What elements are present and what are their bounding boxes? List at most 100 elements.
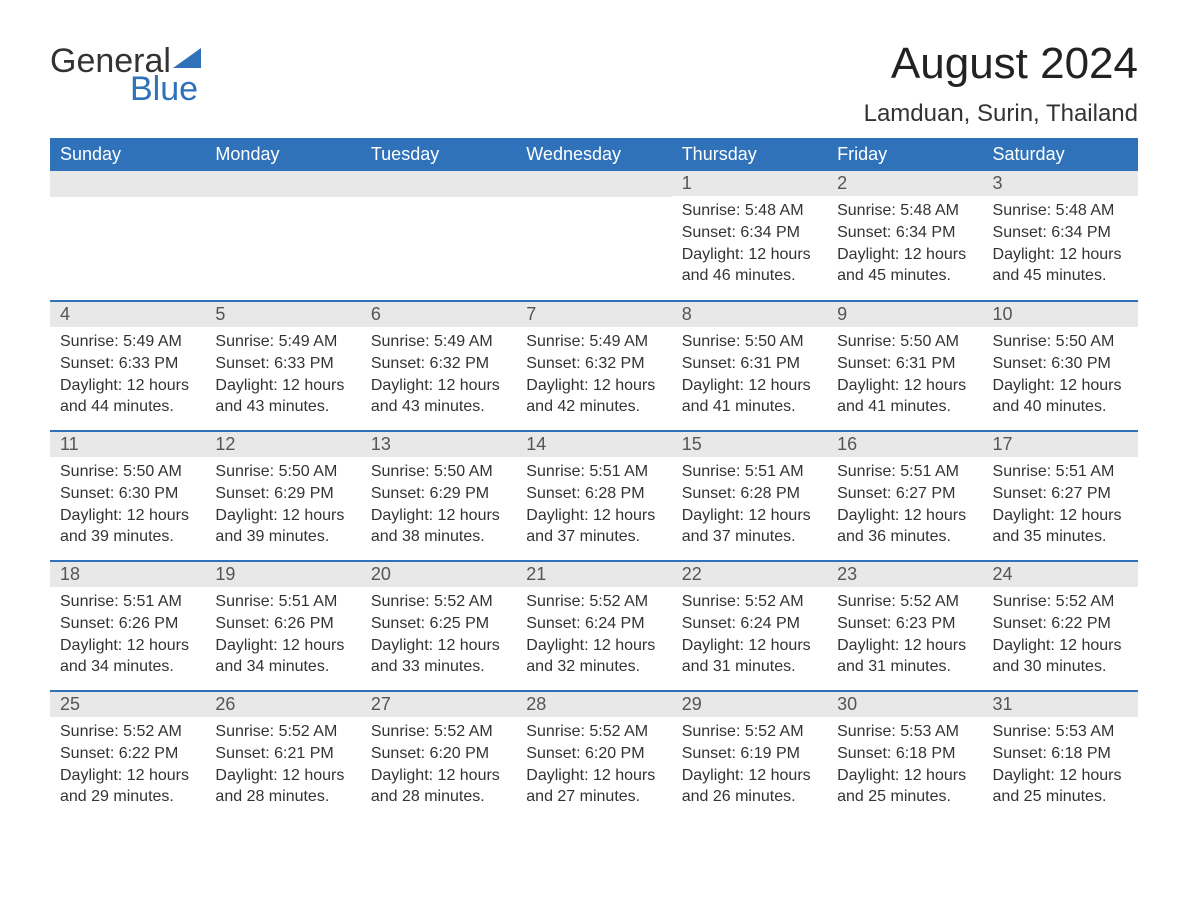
sunset-text: Sunset: 6:27 PM: [993, 483, 1128, 505]
sunrise-text: Sunrise: 5:51 AM: [215, 591, 350, 613]
sunrise-text: Sunrise: 5:48 AM: [837, 200, 972, 222]
calendar-cell: 20Sunrise: 5:52 AMSunset: 6:25 PMDayligh…: [361, 561, 516, 691]
day-body: Sunrise: 5:49 AMSunset: 6:32 PMDaylight:…: [361, 327, 516, 425]
weekday-header: Sunday: [50, 138, 205, 171]
daylight-text: Daylight: 12 hours and 28 minutes.: [215, 765, 350, 808]
sunrise-text: Sunrise: 5:50 AM: [682, 331, 817, 353]
daylight-text: Daylight: 12 hours and 36 minutes.: [837, 505, 972, 548]
day-body: Sunrise: 5:53 AMSunset: 6:18 PMDaylight:…: [983, 717, 1138, 815]
daylight-text: Daylight: 12 hours and 40 minutes.: [993, 375, 1128, 418]
day-number: 22: [672, 562, 827, 587]
sunset-text: Sunset: 6:34 PM: [993, 222, 1128, 244]
day-body: Sunrise: 5:52 AMSunset: 6:22 PMDaylight:…: [983, 587, 1138, 685]
daylight-text: Daylight: 12 hours and 26 minutes.: [682, 765, 817, 808]
sunset-text: Sunset: 6:19 PM: [682, 743, 817, 765]
daylight-text: Daylight: 12 hours and 39 minutes.: [60, 505, 195, 548]
day-body: Sunrise: 5:52 AMSunset: 6:24 PMDaylight:…: [516, 587, 671, 685]
day-number: 17: [983, 432, 1138, 457]
calendar-row: 4Sunrise: 5:49 AMSunset: 6:33 PMDaylight…: [50, 301, 1138, 431]
sunset-text: Sunset: 6:30 PM: [60, 483, 195, 505]
calendar-body: 1Sunrise: 5:48 AMSunset: 6:34 PMDaylight…: [50, 171, 1138, 815]
daylight-text: Daylight: 12 hours and 39 minutes.: [215, 505, 350, 548]
daylight-text: Daylight: 12 hours and 41 minutes.: [682, 375, 817, 418]
daylight-text: Daylight: 12 hours and 25 minutes.: [837, 765, 972, 808]
day-number: 5: [205, 302, 360, 327]
sunrise-text: Sunrise: 5:50 AM: [993, 331, 1128, 353]
sunset-text: Sunset: 6:25 PM: [371, 613, 506, 635]
sunrise-text: Sunrise: 5:53 AM: [993, 721, 1128, 743]
calendar-cell: 27Sunrise: 5:52 AMSunset: 6:20 PMDayligh…: [361, 691, 516, 815]
daylight-text: Daylight: 12 hours and 28 minutes.: [371, 765, 506, 808]
logo-triangle-icon: [173, 40, 201, 74]
day-number: 24: [983, 562, 1138, 587]
calendar-cell: 22Sunrise: 5:52 AMSunset: 6:24 PMDayligh…: [672, 561, 827, 691]
sunrise-text: Sunrise: 5:52 AM: [526, 721, 661, 743]
calendar-cell: [50, 171, 205, 301]
sunrise-text: Sunrise: 5:49 AM: [60, 331, 195, 353]
day-number: 30: [827, 692, 982, 717]
daylight-text: Daylight: 12 hours and 41 minutes.: [837, 375, 972, 418]
day-number: 2: [827, 171, 982, 196]
daylight-text: Daylight: 12 hours and 38 minutes.: [371, 505, 506, 548]
sunset-text: Sunset: 6:27 PM: [837, 483, 972, 505]
calendar-cell: 19Sunrise: 5:51 AMSunset: 6:26 PMDayligh…: [205, 561, 360, 691]
daylight-text: Daylight: 12 hours and 25 minutes.: [993, 765, 1128, 808]
day-body: Sunrise: 5:52 AMSunset: 6:21 PMDaylight:…: [205, 717, 360, 815]
day-body: Sunrise: 5:50 AMSunset: 6:29 PMDaylight:…: [361, 457, 516, 555]
calendar-cell: 1Sunrise: 5:48 AMSunset: 6:34 PMDaylight…: [672, 171, 827, 301]
daylight-text: Daylight: 12 hours and 34 minutes.: [215, 635, 350, 678]
sunrise-text: Sunrise: 5:50 AM: [60, 461, 195, 483]
location-text: Lamduan, Surin, Thailand: [864, 100, 1138, 128]
daylight-text: Daylight: 12 hours and 37 minutes.: [682, 505, 817, 548]
calendar-cell: 17Sunrise: 5:51 AMSunset: 6:27 PMDayligh…: [983, 431, 1138, 561]
day-number-empty: [50, 171, 205, 197]
day-body: Sunrise: 5:48 AMSunset: 6:34 PMDaylight:…: [672, 196, 827, 294]
month-title: August 2024: [864, 40, 1138, 88]
calendar-cell: 3Sunrise: 5:48 AMSunset: 6:34 PMDaylight…: [983, 171, 1138, 301]
sunrise-text: Sunrise: 5:51 AM: [837, 461, 972, 483]
sunset-text: Sunset: 6:33 PM: [60, 353, 195, 375]
day-body: Sunrise: 5:51 AMSunset: 6:28 PMDaylight:…: [516, 457, 671, 555]
sunrise-text: Sunrise: 5:49 AM: [215, 331, 350, 353]
sunrise-text: Sunrise: 5:51 AM: [993, 461, 1128, 483]
calendar-cell: 23Sunrise: 5:52 AMSunset: 6:23 PMDayligh…: [827, 561, 982, 691]
sunrise-text: Sunrise: 5:52 AM: [526, 591, 661, 613]
calendar-cell: 28Sunrise: 5:52 AMSunset: 6:20 PMDayligh…: [516, 691, 671, 815]
sunset-text: Sunset: 6:18 PM: [837, 743, 972, 765]
day-body: Sunrise: 5:50 AMSunset: 6:31 PMDaylight:…: [827, 327, 982, 425]
day-number: 3: [983, 171, 1138, 196]
calendar-cell: 25Sunrise: 5:52 AMSunset: 6:22 PMDayligh…: [50, 691, 205, 815]
sunset-text: Sunset: 6:33 PM: [215, 353, 350, 375]
day-body: Sunrise: 5:50 AMSunset: 6:29 PMDaylight:…: [205, 457, 360, 555]
daylight-text: Daylight: 12 hours and 31 minutes.: [837, 635, 972, 678]
calendar-page: General Blue August 2024 Lamduan, Surin,…: [0, 0, 1188, 846]
daylight-text: Daylight: 12 hours and 46 minutes.: [682, 244, 817, 287]
calendar-cell: 10Sunrise: 5:50 AMSunset: 6:30 PMDayligh…: [983, 301, 1138, 431]
sunrise-text: Sunrise: 5:50 AM: [215, 461, 350, 483]
daylight-text: Daylight: 12 hours and 42 minutes.: [526, 375, 661, 418]
sunrise-text: Sunrise: 5:51 AM: [682, 461, 817, 483]
calendar-cell: 24Sunrise: 5:52 AMSunset: 6:22 PMDayligh…: [983, 561, 1138, 691]
day-body: Sunrise: 5:52 AMSunset: 6:19 PMDaylight:…: [672, 717, 827, 815]
calendar-cell: 14Sunrise: 5:51 AMSunset: 6:28 PMDayligh…: [516, 431, 671, 561]
day-body: Sunrise: 5:51 AMSunset: 6:27 PMDaylight:…: [827, 457, 982, 555]
sunset-text: Sunset: 6:31 PM: [837, 353, 972, 375]
calendar-cell: 26Sunrise: 5:52 AMSunset: 6:21 PMDayligh…: [205, 691, 360, 815]
sunset-text: Sunset: 6:31 PM: [682, 353, 817, 375]
weekday-header: Thursday: [672, 138, 827, 171]
sunset-text: Sunset: 6:29 PM: [215, 483, 350, 505]
calendar-row: 1Sunrise: 5:48 AMSunset: 6:34 PMDaylight…: [50, 171, 1138, 301]
calendar-cell: 7Sunrise: 5:49 AMSunset: 6:32 PMDaylight…: [516, 301, 671, 431]
day-number: 19: [205, 562, 360, 587]
daylight-text: Daylight: 12 hours and 32 minutes.: [526, 635, 661, 678]
calendar-cell: 12Sunrise: 5:50 AMSunset: 6:29 PMDayligh…: [205, 431, 360, 561]
day-number: 28: [516, 692, 671, 717]
sunrise-text: Sunrise: 5:52 AM: [993, 591, 1128, 613]
day-number: 31: [983, 692, 1138, 717]
day-number: 11: [50, 432, 205, 457]
sunrise-text: Sunrise: 5:50 AM: [371, 461, 506, 483]
day-body: Sunrise: 5:53 AMSunset: 6:18 PMDaylight:…: [827, 717, 982, 815]
sunset-text: Sunset: 6:21 PM: [215, 743, 350, 765]
sunset-text: Sunset: 6:34 PM: [682, 222, 817, 244]
sunset-text: Sunset: 6:32 PM: [526, 353, 661, 375]
